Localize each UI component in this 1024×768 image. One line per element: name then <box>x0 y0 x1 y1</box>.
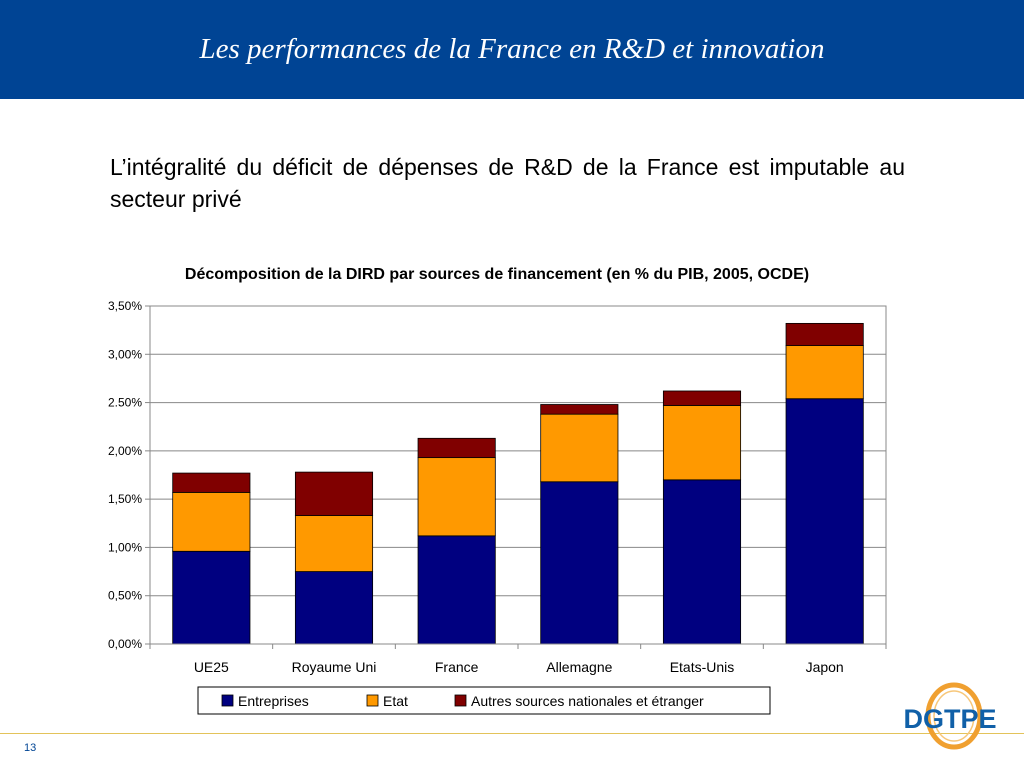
bar-segment <box>662 390 742 406</box>
x-category-label: UE25 <box>194 659 229 675</box>
x-axis-labels: UE25 Royaume Uni France Allemagne Etats-Unis… <box>149 644 887 675</box>
bar-segment <box>294 515 374 572</box>
bar-segment <box>540 481 619 645</box>
y-tick-label: 3,50% <box>108 299 142 313</box>
gridlines <box>150 353 886 597</box>
stacked-bar-chart: Décomposition de la DIRD par sources de … <box>108 266 887 715</box>
bar-segment <box>540 404 619 415</box>
bar-segment <box>417 457 496 537</box>
bar-segment <box>540 413 619 483</box>
x-category-label: Japon <box>806 659 844 675</box>
x-category-label: Royaume Uni <box>292 659 377 675</box>
bar-segment <box>662 479 742 645</box>
legend-swatch <box>366 694 379 707</box>
bar-segment <box>785 322 864 346</box>
y-tick-label: 1,50% <box>108 492 142 506</box>
footer-divider <box>0 733 1024 734</box>
svg-text:DGTPE: DGTPE <box>903 704 996 734</box>
legend-swatch <box>221 694 234 707</box>
y-tick-label: 2,00% <box>108 444 142 458</box>
slide-subtitle: L’intégralité du déficit de dépenses de … <box>110 154 905 212</box>
bar-segment <box>785 345 864 400</box>
legend-box <box>197 686 771 715</box>
bar-segment <box>172 472 251 493</box>
chart-title: Décomposition de la DIRD par sources de … <box>185 266 809 283</box>
bar-segment <box>172 550 251 645</box>
y-axis-ticks: 0,00% 0,50% 1,00% 1,50% 2,00% 2.50% 3,00% 3,50% <box>108 299 150 651</box>
bar-segment <box>417 437 496 459</box>
slide-header: Les performances de la France en R&D et … <box>0 0 1024 99</box>
x-category-label: Etats-Unis <box>670 659 735 675</box>
y-tick-label: 0,50% <box>108 589 142 603</box>
y-tick-label: 1,00% <box>108 540 142 554</box>
bar-segment <box>294 471 374 516</box>
bar-segment <box>417 535 496 645</box>
bars <box>172 322 864 645</box>
x-category-label: Allemagne <box>546 659 612 675</box>
bar-segment <box>294 571 374 645</box>
x-category-label: France <box>435 659 479 675</box>
legend-swatch <box>454 694 467 707</box>
bar-segment <box>172 491 251 552</box>
page-number: 13 <box>24 742 37 754</box>
y-tick-label: 3,00% <box>108 347 142 361</box>
legend-label: Entreprises <box>238 693 309 709</box>
legend-label: Autres sources nationales et étranger <box>471 693 704 709</box>
legend: Entreprises Etat Autres sources nationales… <box>197 686 771 715</box>
bar-segment <box>785 398 864 645</box>
dgtpe-logo: DGTPE <box>903 682 997 750</box>
plot-area-frame <box>149 305 887 645</box>
y-tick-label: 0,00% <box>108 637 142 651</box>
bar-segment <box>662 405 742 481</box>
y-tick-label: 2.50% <box>108 396 142 410</box>
slide-title: Les performances de la France en R&D et … <box>199 33 825 65</box>
legend-label: Etat <box>383 693 408 709</box>
